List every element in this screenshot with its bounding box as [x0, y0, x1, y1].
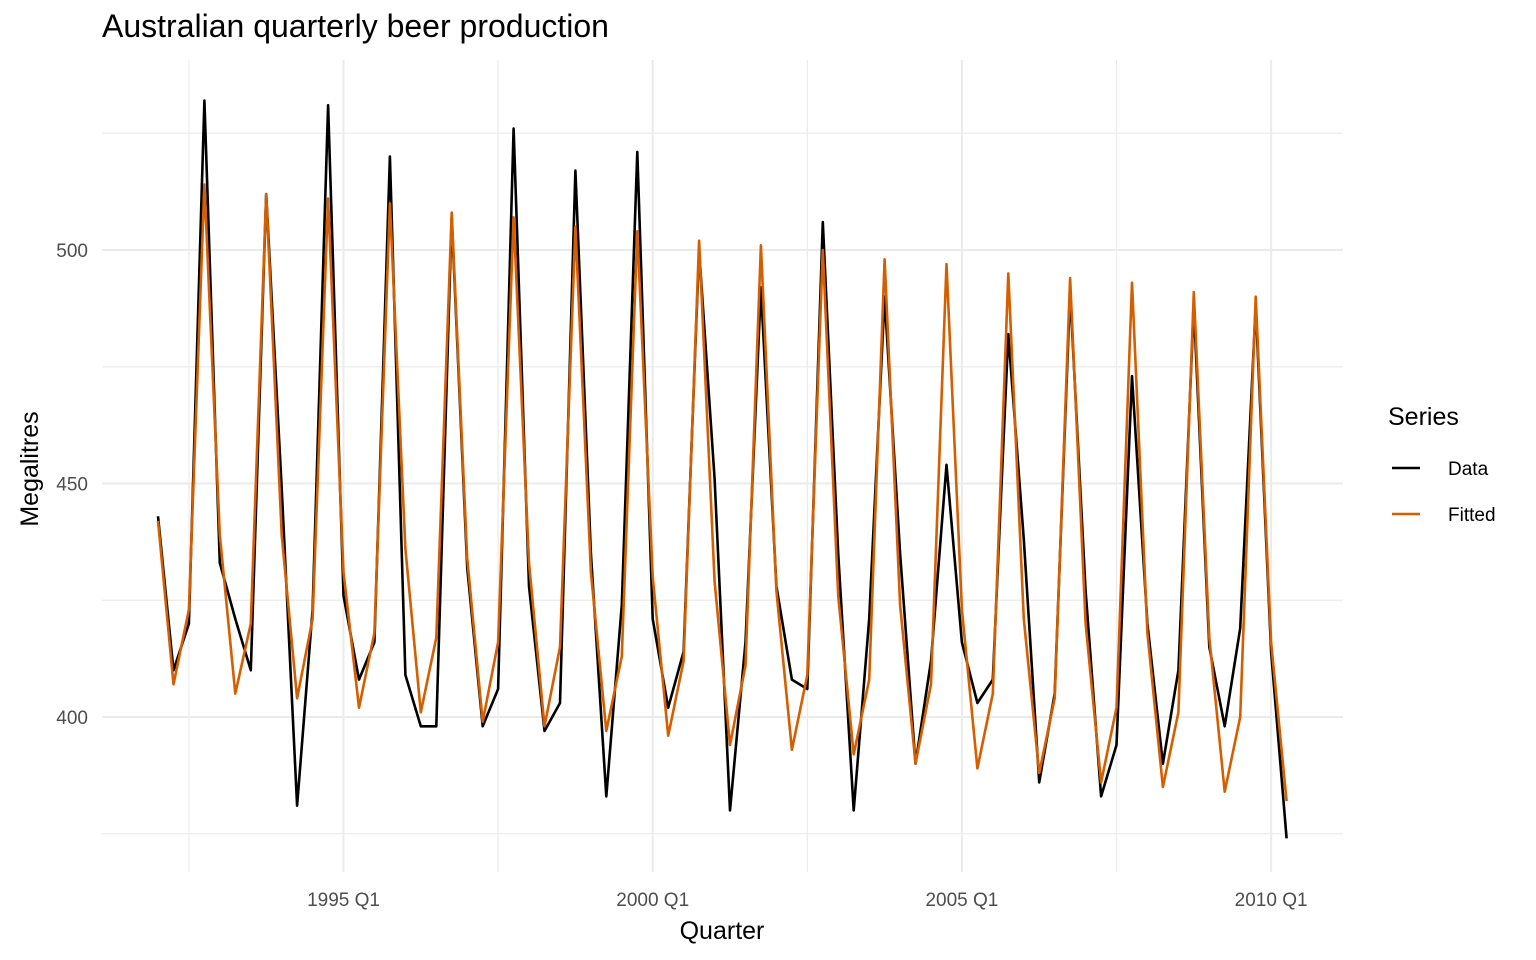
major-gridlines	[102, 60, 1343, 872]
y-tick-label: 500	[56, 241, 88, 262]
y-tick-label: 400	[56, 708, 88, 729]
legend-label-fitted: Fitted	[1448, 505, 1496, 526]
x-axis-tick-labels: 1995 Q1 2000 Q1 2005 Q1 2010 Q1	[307, 890, 1308, 911]
y-axis-tick-labels: 400 450 500	[56, 241, 88, 729]
x-axis-title: Quarter	[680, 917, 765, 945]
y-axis-title: Megalitres	[16, 411, 44, 526]
legend-label-data: Data	[1448, 459, 1489, 480]
y-tick-label: 450	[56, 475, 88, 496]
x-tick-label: 1995 Q1	[307, 890, 380, 911]
series-line-fitted	[156, 183, 1288, 802]
legend: Series Data Fitted	[1388, 403, 1496, 526]
x-tick-label: 2010 Q1	[1235, 890, 1308, 911]
chart-title: Australian quarterly beer production	[102, 8, 609, 44]
legend-title: Series	[1388, 403, 1459, 431]
x-tick-label: 2005 Q1	[925, 890, 998, 911]
x-tick-label: 2000 Q1	[616, 890, 689, 911]
series-lines	[156, 99, 1288, 839]
minor-gridlines	[102, 60, 1343, 872]
